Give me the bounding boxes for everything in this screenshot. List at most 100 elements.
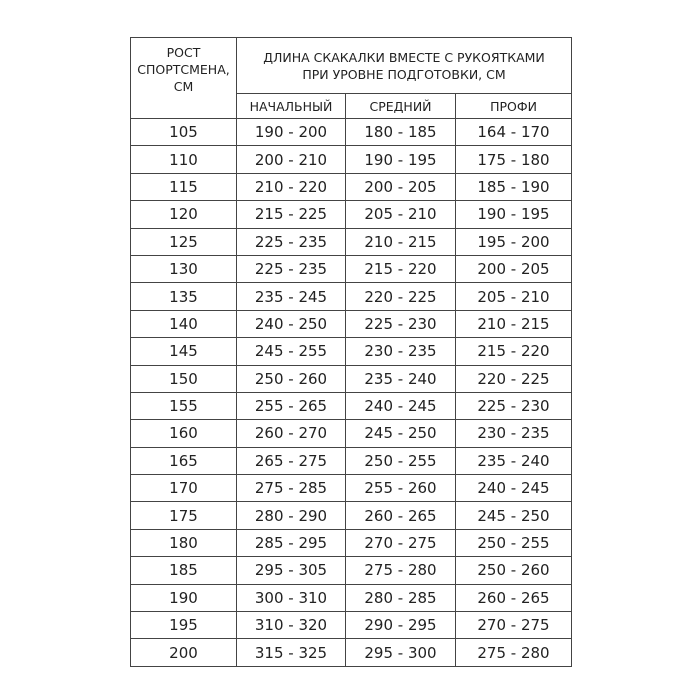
table-row: 190 300 - 310 280 - 285 260 - 265: [130, 583, 573, 613]
intermediate-cell: 205 - 210: [345, 200, 456, 229]
beginner-cell: 225 - 235: [236, 254, 346, 284]
beginner-cell: 285 - 295: [236, 528, 346, 558]
table-row: 180 285 - 295 270 - 275 250 - 255: [130, 528, 573, 558]
pro-cell: 185 - 190: [454, 172, 573, 202]
length-group-header: ДЛИНА СКАКАЛКИ ВМЕСТЕ С РУКОЯТКАМИ ПРИ У…: [235, 37, 573, 94]
table-row: 130 225 - 235 215 - 220 200 - 205: [130, 254, 573, 284]
intermediate-cell: 270 - 275: [345, 528, 456, 558]
beginner-cell: 235 - 245: [236, 282, 346, 311]
beginner-cell: 300 - 310: [236, 583, 346, 613]
beginner-cell: 215 - 225: [236, 200, 346, 229]
height-cell: 155: [130, 391, 237, 421]
pro-cell: 200 - 205: [454, 254, 573, 284]
height-cell: 110: [130, 145, 237, 174]
intermediate-cell: 235 - 240: [345, 364, 456, 393]
intermediate-cell: 290 - 295: [345, 611, 456, 640]
height-cell: 180: [130, 528, 237, 558]
intermediate-cell: 210 - 215: [345, 227, 456, 256]
level-header-intermediate: СРЕДНИЙ: [345, 93, 456, 119]
level-header-pro: ПРОФИ: [454, 93, 573, 119]
height-cell: 140: [130, 309, 237, 339]
beginner-cell: 295 - 305: [236, 556, 346, 585]
table-row: 125 225 - 235 210 - 215 195 - 200: [130, 227, 573, 256]
intermediate-cell: 220 - 225: [345, 282, 456, 311]
pro-cell: 225 - 230: [454, 391, 573, 421]
height-cell: 105: [130, 117, 237, 147]
pro-cell: 164 - 170: [454, 117, 573, 147]
table-row: 170 275 - 285 255 - 260 240 - 245: [130, 474, 573, 503]
pro-cell: 275 - 280: [454, 638, 573, 667]
pro-cell: 250 - 255: [454, 528, 573, 558]
height-cell: 125: [130, 227, 237, 256]
pro-cell: 230 - 235: [454, 419, 573, 448]
table-row: 140 240 - 250 225 - 230 210 - 215: [130, 309, 573, 339]
pro-cell: 190 - 195: [454, 200, 573, 229]
beginner-cell: 240 - 250: [236, 309, 346, 339]
intermediate-cell: 275 - 280: [345, 556, 456, 585]
table-row: 165 265 - 275 250 - 255 235 - 240: [130, 446, 573, 476]
beginner-cell: 310 - 320: [236, 611, 346, 640]
height-cell: 165: [130, 446, 237, 476]
intermediate-cell: 215 - 220: [345, 254, 456, 284]
header-row: РОСТ СПОРТСМЕНА, СМ ДЛИНА СКАКАЛКИ ВМЕСТ…: [130, 37, 573, 119]
beginner-cell: 280 - 290: [236, 501, 346, 530]
pro-cell: 260 - 265: [454, 583, 573, 613]
table-row: 200 315 - 325 295 - 300 275 - 280: [130, 638, 573, 667]
beginner-cell: 210 - 220: [236, 172, 346, 202]
table-row: 110 200 - 210 190 - 195 175 - 180: [130, 145, 573, 174]
pro-cell: 240 - 245: [454, 474, 573, 503]
pro-cell: 210 - 215: [454, 309, 573, 339]
intermediate-cell: 200 - 205: [345, 172, 456, 202]
table-row: 120 215 - 225 205 - 210 190 - 195: [130, 200, 573, 229]
beginner-cell: 245 - 255: [236, 337, 346, 366]
height-cell: 160: [130, 419, 237, 448]
pro-cell: 205 - 210: [454, 282, 573, 311]
pro-cell: 270 - 275: [454, 611, 573, 640]
table-row: 160 260 - 270 245 - 250 230 - 235: [130, 419, 573, 448]
table-row: 135 235 - 245 220 - 225 205 - 210: [130, 282, 573, 311]
height-cell: 150: [130, 364, 237, 393]
beginner-cell: 275 - 285: [236, 474, 346, 503]
beginner-cell: 250 - 260: [236, 364, 346, 393]
height-cell: 135: [130, 282, 237, 311]
beginner-cell: 265 - 275: [236, 446, 346, 476]
height-cell: 200: [130, 638, 237, 667]
height-cell: 185: [130, 556, 237, 585]
intermediate-cell: 280 - 285: [345, 583, 456, 613]
height-cell: 130: [130, 254, 237, 284]
height-column-header: РОСТ СПОРТСМЕНА, СМ: [130, 37, 237, 119]
pro-cell: 220 - 225: [454, 364, 573, 393]
intermediate-cell: 260 - 265: [345, 501, 456, 530]
beginner-cell: 260 - 270: [236, 419, 346, 448]
beginner-cell: 190 - 200: [236, 117, 346, 147]
height-cell: 195: [130, 611, 237, 640]
beginner-cell: 200 - 210: [236, 145, 346, 174]
table-row: 185 295 - 305 275 - 280 250 - 260: [130, 556, 573, 585]
pro-cell: 175 - 180: [454, 145, 573, 174]
level-header-beginner: НАЧАЛЬНЫЙ: [236, 93, 346, 119]
intermediate-cell: 240 - 245: [345, 391, 456, 421]
intermediate-cell: 255 - 260: [345, 474, 456, 503]
beginner-cell: 315 - 325: [236, 638, 346, 667]
table-row: 195 310 - 320 290 - 295 270 - 275: [130, 611, 573, 640]
intermediate-cell: 295 - 300: [345, 638, 456, 667]
height-cell: 175: [130, 501, 237, 530]
intermediate-cell: 250 - 255: [345, 446, 456, 476]
pro-cell: 250 - 260: [454, 556, 573, 585]
intermediate-cell: 190 - 195: [345, 145, 456, 174]
jump-rope-length-table: РОСТ СПОРТСМЕНА, СМ ДЛИНА СКАКАЛКИ ВМЕСТ…: [130, 37, 573, 667]
intermediate-cell: 180 - 185: [345, 117, 456, 147]
intermediate-cell: 225 - 230: [345, 309, 456, 339]
pro-cell: 215 - 220: [454, 337, 573, 366]
table-row: 105 190 - 200 180 - 185 164 - 170: [130, 117, 573, 147]
height-cell: 115: [130, 172, 237, 202]
pro-cell: 195 - 200: [454, 227, 573, 256]
level-header-row: НАЧАЛЬНЫЙ СРЕДНИЙ ПРОФИ: [131, 93, 573, 119]
table-row: 150 250 - 260 235 - 240 220 - 225: [130, 364, 573, 393]
intermediate-cell: 245 - 250: [345, 419, 456, 448]
height-cell: 170: [130, 474, 237, 503]
beginner-cell: 225 - 235: [236, 227, 346, 256]
table-row: 115 210 - 220 200 - 205 185 - 190: [130, 172, 573, 202]
table-row: 145 245 - 255 230 - 235 215 - 220: [130, 337, 573, 366]
height-cell: 120: [130, 200, 237, 229]
